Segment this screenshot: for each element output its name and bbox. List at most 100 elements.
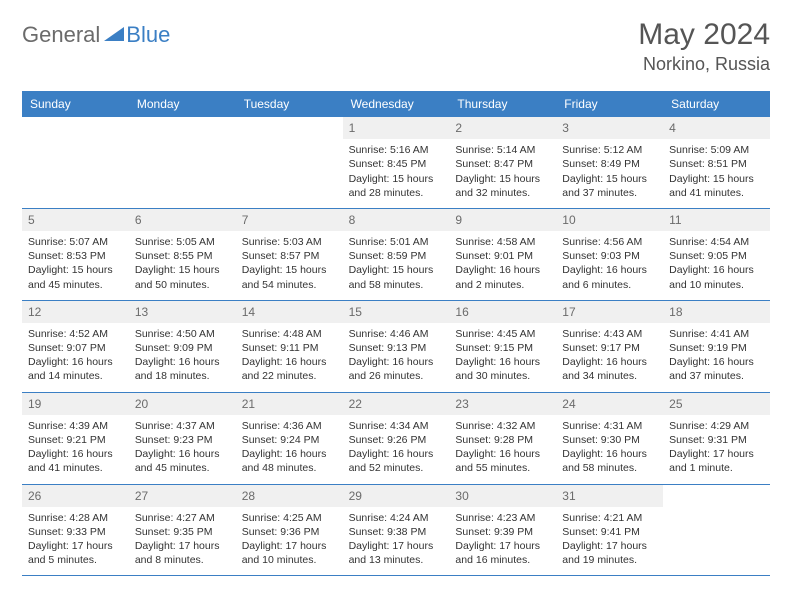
sunrise-text: Sunrise: 4:24 AM — [349, 511, 444, 525]
day-number: 1 — [343, 117, 450, 139]
day-number: 30 — [449, 485, 556, 507]
sunrise-text: Sunrise: 5:12 AM — [562, 143, 657, 157]
sunrise-text: Sunrise: 5:16 AM — [349, 143, 444, 157]
sunset-text: Sunset: 9:28 PM — [455, 433, 550, 447]
sunset-text: Sunset: 9:26 PM — [349, 433, 444, 447]
day-cell: 27Sunrise: 4:27 AMSunset: 9:35 PMDayligh… — [129, 485, 236, 576]
sunset-text: Sunset: 8:55 PM — [135, 249, 230, 263]
day-cell: 9Sunrise: 4:58 AMSunset: 9:01 PMDaylight… — [449, 209, 556, 300]
daylight-text: Daylight: 17 hours and 13 minutes. — [349, 539, 444, 567]
sunrise-text: Sunrise: 4:32 AM — [455, 419, 550, 433]
week-row: 12Sunrise: 4:52 AMSunset: 9:07 PMDayligh… — [22, 301, 770, 393]
daylight-text: Daylight: 17 hours and 16 minutes. — [455, 539, 550, 567]
sunset-text: Sunset: 9:41 PM — [562, 525, 657, 539]
sunrise-text: Sunrise: 4:36 AM — [242, 419, 337, 433]
day-number: 26 — [22, 485, 129, 507]
sunset-text: Sunset: 9:05 PM — [669, 249, 764, 263]
daylight-text: Daylight: 16 hours and 26 minutes. — [349, 355, 444, 383]
daylight-text: Daylight: 17 hours and 5 minutes. — [28, 539, 123, 567]
weekday-label: Saturday — [663, 91, 770, 117]
daylight-text: Daylight: 16 hours and 18 minutes. — [135, 355, 230, 383]
day-cell: 11 Sunrise: 4:54 AMSunset: 9:05 PMDayligh… — [663, 209, 770, 300]
sunrise-text: Sunrise: 4:48 AM — [242, 327, 337, 341]
day-number: 29 — [343, 485, 450, 507]
day-number: 14 — [236, 301, 343, 323]
daylight-text: Daylight: 16 hours and 14 minutes. — [28, 355, 123, 383]
logo-triangle-icon — [104, 25, 124, 46]
header: General Blue May 2024 Norkino, Russia — [22, 18, 770, 75]
day-number: 31 — [556, 485, 663, 507]
day-cell: 1Sunrise: 5:16 AMSunset: 8:45 PMDaylight… — [343, 117, 450, 208]
sunset-text: Sunset: 9:19 PM — [669, 341, 764, 355]
sunset-text: Sunset: 9:33 PM — [28, 525, 123, 539]
daylight-text: Daylight: 16 hours and 30 minutes. — [455, 355, 550, 383]
day-number: 20 — [129, 393, 236, 415]
sunset-text: Sunset: 9:38 PM — [349, 525, 444, 539]
day-cell: 26 Sunrise: 4:28 AMSunset: 9:33 PMDayligh… — [22, 485, 129, 576]
title-block: May 2024 Norkino, Russia — [638, 18, 770, 75]
weekday-label: Tuesday — [236, 91, 343, 117]
logo: General Blue — [22, 18, 170, 48]
day-number: 11 — [663, 209, 770, 231]
day-cell — [129, 117, 236, 208]
day-cell: 6Sunrise: 5:05 AMSunset: 8:55 PMDaylight… — [129, 209, 236, 300]
sunrise-text: Sunrise: 4:58 AM — [455, 235, 550, 249]
day-number: 8 — [343, 209, 450, 231]
daylight-text: Daylight: 15 hours and 45 minutes. — [28, 263, 123, 291]
weekday-label: Wednesday — [343, 91, 450, 117]
sunrise-text: Sunrise: 4:54 AM — [669, 235, 764, 249]
weekday-label: Thursday — [449, 91, 556, 117]
day-cell: 12Sunrise: 4:52 AMSunset: 9:07 PMDayligh… — [22, 301, 129, 392]
sunset-text: Sunset: 9:23 PM — [135, 433, 230, 447]
day-cell — [236, 117, 343, 208]
week-row: 5Sunrise: 5:07 AMSunset: 8:53 PMDaylight… — [22, 209, 770, 301]
sunset-text: Sunset: 9:30 PM — [562, 433, 657, 447]
daylight-text: Daylight: 16 hours and 10 minutes. — [669, 263, 764, 291]
sunrise-text: Sunrise: 4:37 AM — [135, 419, 230, 433]
day-cell: 8Sunrise: 5:01 AMSunset: 8:59 PMDaylight… — [343, 209, 450, 300]
daylight-text: Daylight: 15 hours and 41 minutes. — [669, 172, 764, 200]
sunset-text: Sunset: 8:49 PM — [562, 157, 657, 171]
weekday-label: Friday — [556, 91, 663, 117]
day-cell: 18Sunrise: 4:41 AMSunset: 9:19 PMDayligh… — [663, 301, 770, 392]
day-cell: 2Sunrise: 5:14 AMSunset: 8:47 PMDaylight… — [449, 117, 556, 208]
daylight-text: Daylight: 16 hours and 34 minutes. — [562, 355, 657, 383]
day-cell: 25Sunrise: 4:29 AMSunset: 9:31 PMDayligh… — [663, 393, 770, 484]
sunset-text: Sunset: 9:15 PM — [455, 341, 550, 355]
sunset-text: Sunset: 8:45 PM — [349, 157, 444, 171]
day-cell: 30 Sunrise: 4:23 AMSunset: 9:39 PMDayligh… — [449, 485, 556, 576]
sunrise-text: Sunrise: 4:43 AM — [562, 327, 657, 341]
day-number: 7 — [236, 209, 343, 231]
sunrise-text: Sunrise: 4:23 AM — [455, 511, 550, 525]
sunrise-text: Sunrise: 4:41 AM — [669, 327, 764, 341]
day-number: 16 — [449, 301, 556, 323]
day-cell: 29 Sunrise: 4:24 AMSunset: 9:38 PMDayligh… — [343, 485, 450, 576]
sunrise-text: Sunrise: 4:46 AM — [349, 327, 444, 341]
daylight-text: Daylight: 16 hours and 52 minutes. — [349, 447, 444, 475]
daylight-text: Daylight: 16 hours and 41 minutes. — [28, 447, 123, 475]
sunset-text: Sunset: 9:21 PM — [28, 433, 123, 447]
day-number: 22 — [343, 393, 450, 415]
sunrise-text: Sunrise: 4:28 AM — [28, 511, 123, 525]
sunrise-text: Sunrise: 4:50 AM — [135, 327, 230, 341]
sunset-text: Sunset: 8:53 PM — [28, 249, 123, 263]
day-number: 21 — [236, 393, 343, 415]
sunset-text: Sunset: 9:39 PM — [455, 525, 550, 539]
sunset-text: Sunset: 9:13 PM — [349, 341, 444, 355]
week-row: 19Sunrise: 4:39 AMSunset: 9:21 PMDayligh… — [22, 393, 770, 485]
daylight-text: Daylight: 15 hours and 58 minutes. — [349, 263, 444, 291]
sunrise-text: Sunrise: 5:07 AM — [28, 235, 123, 249]
day-cell: 7Sunrise: 5:03 AMSunset: 8:57 PMDaylight… — [236, 209, 343, 300]
day-number: 3 — [556, 117, 663, 139]
sunset-text: Sunset: 9:09 PM — [135, 341, 230, 355]
month-title: May 2024 — [638, 18, 770, 52]
sunset-text: Sunset: 8:57 PM — [242, 249, 337, 263]
day-cell: 14Sunrise: 4:48 AMSunset: 9:11 PMDayligh… — [236, 301, 343, 392]
sunset-text: Sunset: 9:11 PM — [242, 341, 337, 355]
daylight-text: Daylight: 16 hours and 6 minutes. — [562, 263, 657, 291]
sunset-text: Sunset: 9:35 PM — [135, 525, 230, 539]
sunrise-text: Sunrise: 5:01 AM — [349, 235, 444, 249]
day-cell: 13Sunrise: 4:50 AMSunset: 9:09 PMDayligh… — [129, 301, 236, 392]
sunset-text: Sunset: 8:51 PM — [669, 157, 764, 171]
daylight-text: Daylight: 15 hours and 54 minutes. — [242, 263, 337, 291]
